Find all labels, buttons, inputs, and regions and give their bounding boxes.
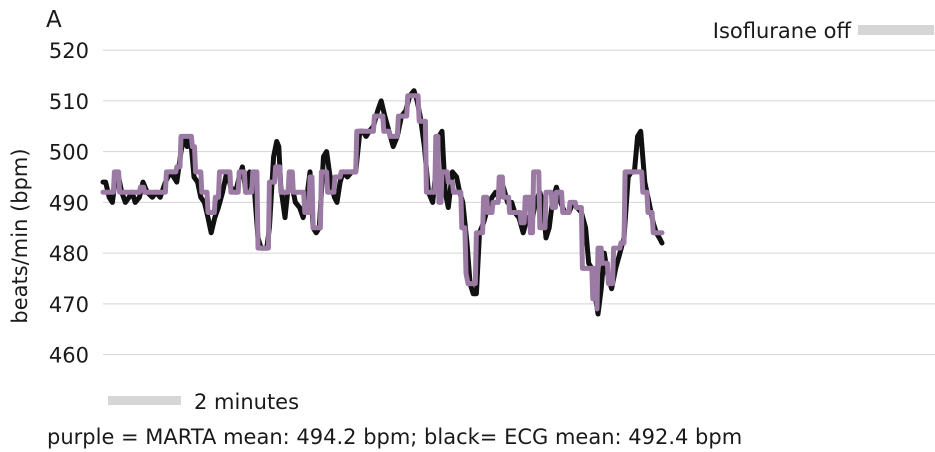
- panel-label: A: [46, 7, 62, 33]
- y-tick-label: 520: [49, 39, 89, 63]
- scale-bar-line: [108, 396, 181, 405]
- annotation-bar: [858, 25, 934, 35]
- y-axis-label: beats/min (bpm): [8, 148, 32, 323]
- scale-bar-label: 2 minutes: [194, 390, 299, 414]
- series-line-marta: [100, 93, 665, 312]
- y-tick-label: 480: [49, 242, 89, 266]
- y-tick-label: 490: [49, 191, 89, 215]
- scale-bar: 2 minutes: [108, 390, 299, 414]
- y-tick-label: 500: [49, 141, 89, 165]
- y-tick-label: 460: [49, 344, 89, 368]
- y-tick-label: 470: [49, 293, 89, 317]
- grid: [103, 49, 935, 356]
- y-axis-ticks: 460 470 480 490 500 510 520: [49, 39, 89, 367]
- annotation-label: Isoflurane off: [713, 19, 852, 43]
- series-group: [100, 88, 665, 317]
- caption: purple = MARTA mean: 494.2 bpm; black= E…: [47, 425, 742, 449]
- annotation: Isoflurane off: [713, 19, 934, 43]
- y-tick-label: 510: [49, 90, 89, 114]
